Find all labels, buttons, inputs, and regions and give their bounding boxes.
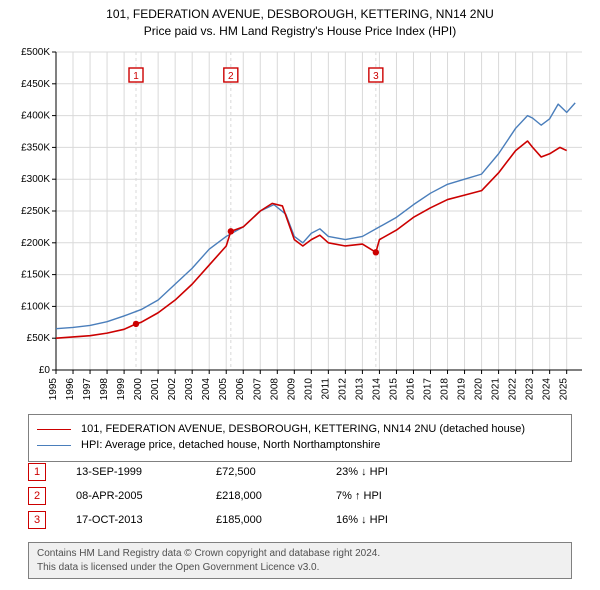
svg-text:2002: 2002	[167, 378, 178, 401]
legend-row: 101, FEDERATION AVENUE, DESBOROUGH, KETT…	[37, 421, 563, 437]
svg-text:£50K: £50K	[27, 333, 51, 344]
svg-text:2008: 2008	[269, 378, 280, 401]
svg-text:1996: 1996	[65, 378, 76, 401]
sales-row: 3 17-OCT-2013£185,00016% ↓ HPI	[28, 508, 572, 532]
sales-marker-num: 1	[28, 463, 46, 481]
svg-text:2019: 2019	[457, 378, 468, 401]
sales-diff: 23% ↓ HPI	[336, 466, 476, 478]
svg-text:2018: 2018	[440, 378, 451, 401]
footer-line-1: Contains HM Land Registry data © Crown c…	[37, 547, 563, 561]
legend-label: 101, FEDERATION AVENUE, DESBOROUGH, KETT…	[81, 423, 525, 435]
svg-text:£350K: £350K	[21, 142, 50, 153]
sales-diff: 7% ↑ HPI	[336, 490, 476, 502]
sales-price: £72,500	[216, 466, 336, 478]
sales-date: 13-SEP-1999	[76, 466, 216, 478]
legend-row: HPI: Average price, detached house, Nort…	[37, 437, 563, 453]
legend-swatch	[37, 445, 71, 446]
svg-text:£200K: £200K	[21, 238, 50, 249]
svg-text:3: 3	[373, 71, 379, 82]
svg-text:2020: 2020	[474, 378, 485, 401]
svg-text:1997: 1997	[82, 378, 93, 401]
sales-diff: 16% ↓ HPI	[336, 514, 476, 526]
sales-marker-num: 3	[28, 511, 46, 529]
svg-text:£150K: £150K	[21, 270, 50, 281]
chart-svg: £0 £50K £100K £150K £200K £250K £300K £350K £400…	[10, 46, 590, 406]
svg-text:2023: 2023	[525, 378, 536, 401]
svg-text:2004: 2004	[201, 378, 212, 401]
svg-text:2003: 2003	[184, 378, 195, 401]
sales-row: 2 08-APR-2005£218,0007% ↑ HPI	[28, 484, 572, 508]
svg-text:1: 1	[133, 71, 139, 82]
svg-text:£300K: £300K	[21, 174, 50, 185]
svg-text:£400K: £400K	[21, 111, 50, 122]
legend: 101, FEDERATION AVENUE, DESBOROUGH, KETT…	[28, 414, 572, 462]
svg-text:2014: 2014	[371, 378, 382, 401]
svg-text:£250K: £250K	[21, 206, 50, 217]
sales-date: 17-OCT-2013	[76, 514, 216, 526]
svg-text:2006: 2006	[235, 378, 246, 401]
svg-text:2005: 2005	[218, 378, 229, 401]
svg-text:2024: 2024	[542, 378, 553, 401]
svg-text:2007: 2007	[252, 378, 263, 401]
svg-text:£0: £0	[39, 365, 51, 376]
sales-price: £185,000	[216, 514, 336, 526]
svg-text:2010: 2010	[303, 378, 314, 401]
svg-text:2012: 2012	[337, 378, 348, 401]
svg-text:£450K: £450K	[21, 79, 50, 90]
svg-text:1995: 1995	[48, 378, 59, 401]
svg-text:2009: 2009	[286, 378, 297, 401]
footer-line-2: This data is licensed under the Open Gov…	[37, 561, 563, 575]
sales-row: 1 13-SEP-1999£72,50023% ↓ HPI	[28, 460, 572, 484]
svg-text:£500K: £500K	[21, 47, 50, 58]
svg-text:1998: 1998	[99, 378, 110, 401]
svg-text:2001: 2001	[150, 378, 161, 401]
sales-table: 1 13-SEP-1999£72,50023% ↓ HPI 2 08-APR-2005…	[28, 460, 572, 532]
svg-text:2011: 2011	[320, 378, 331, 400]
title-address: 101, FEDERATION AVENUE, DESBOROUGH, KETT…	[0, 6, 600, 23]
svg-text:2000: 2000	[133, 378, 144, 401]
footer: Contains HM Land Registry data © Crown c…	[28, 542, 572, 579]
title-block: 101, FEDERATION AVENUE, DESBOROUGH, KETT…	[0, 0, 600, 40]
title-subtitle: Price paid vs. HM Land Registry's House …	[0, 23, 600, 40]
svg-text:2016: 2016	[405, 378, 416, 401]
svg-text:£100K: £100K	[21, 301, 50, 312]
page: 101, FEDERATION AVENUE, DESBOROUGH, KETT…	[0, 0, 600, 590]
svg-text:2015: 2015	[388, 378, 399, 401]
svg-text:2: 2	[228, 71, 234, 82]
svg-text:2017: 2017	[422, 378, 433, 401]
sales-price: £218,000	[216, 490, 336, 502]
legend-swatch	[37, 429, 71, 430]
chart: £0 £50K £100K £150K £200K £250K £300K £350K £400…	[10, 46, 590, 406]
svg-text:2022: 2022	[508, 378, 519, 401]
svg-text:2025: 2025	[559, 378, 570, 401]
svg-text:2013: 2013	[354, 378, 365, 401]
sales-date: 08-APR-2005	[76, 490, 216, 502]
legend-label: HPI: Average price, detached house, Nort…	[81, 439, 380, 451]
sales-marker-num: 2	[28, 487, 46, 505]
svg-text:2021: 2021	[491, 378, 502, 401]
svg-text:1999: 1999	[116, 378, 127, 401]
